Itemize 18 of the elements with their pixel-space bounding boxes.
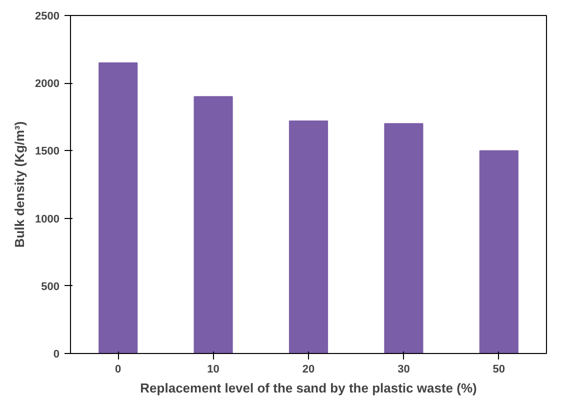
y-tick-label: 0 [53,348,60,360]
y-tick-label: 500 [41,280,60,293]
bar [288,120,328,354]
x-tick-label: 30 [398,364,410,376]
bar [479,150,518,354]
y-tick-label: 1500 [35,146,60,158]
x-tick-label: 10 [207,364,220,376]
x-tick-label: 20 [302,364,315,376]
y-tick-label: 2500 [35,10,60,22]
bar [98,62,138,354]
bar [384,123,424,354]
x-tick-label: 50 [492,364,506,376]
y-tick-label: 1000 [35,213,60,226]
y-axis-title: Bulk density (Kg/m³) [12,121,28,248]
x-tick-label: 0 [115,364,122,376]
x-axis-title: Replacement level of the sand by the plastic waste (%) [140,380,477,396]
y-tick-label: 2000 [35,78,60,90]
bar [194,96,233,354]
